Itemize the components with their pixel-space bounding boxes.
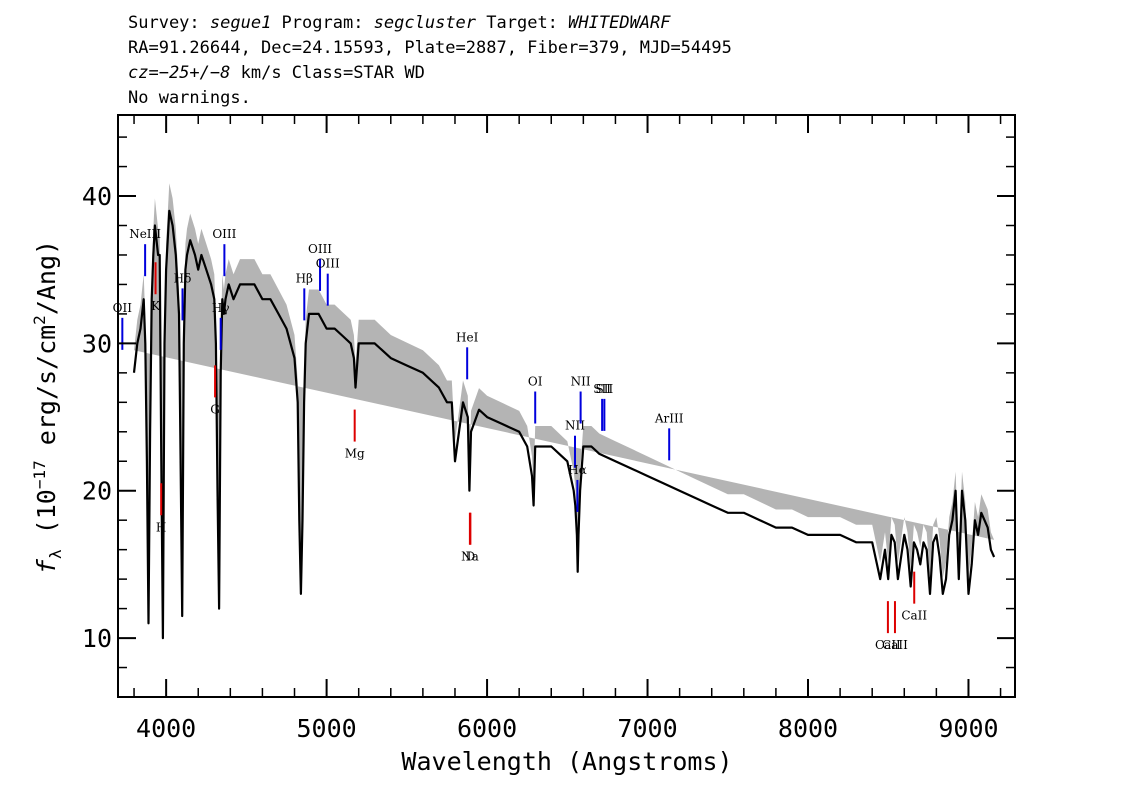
emission-line-label: Hβ (296, 271, 313, 285)
absorption-line-label: CaII (901, 609, 927, 623)
emission-line-label: SII (593, 382, 611, 396)
emission-line-label: NeIII (129, 227, 161, 241)
emission-line-label: OIII (308, 242, 332, 256)
emission-line-label: ArIII (654, 411, 684, 425)
absorption-line-label: Na (461, 550, 479, 564)
absorption-line-label: CaII (875, 638, 901, 652)
absorption-line-label: CaII (882, 638, 908, 652)
spectrum-header-line-4: No warnings. (128, 88, 251, 108)
y-axis-label-mid: erg/s/cm (32, 325, 61, 460)
emission-line-label: HeI (456, 330, 479, 344)
y-axis-label: fλ (10−17 erg/s/cm2/Ang) (30, 240, 65, 574)
cz-value: =−25+/−8 (148, 63, 231, 83)
emission-line-label: SII (596, 382, 614, 396)
absorption-line-label: Mg (345, 447, 365, 461)
line-marker-layer: OIINeIIIHδHγOIIIHβOIIIOIIIHeIOINIIHαNIIS… (113, 227, 928, 652)
emission-line-label: OIII (316, 257, 340, 271)
emission-line-label: Hα (568, 463, 587, 477)
spectrum-header-line-3: cz=−25+/−8 km/s Class=STAR WD (128, 63, 425, 83)
program-label: Program: (271, 13, 374, 33)
x-axis-label: Wavelength (Angstroms) (401, 747, 732, 776)
y-axis-label-f: f (32, 558, 61, 574)
plot-frame (117, 114, 1016, 698)
y-axis-label-suffix: /Ang) (32, 240, 61, 315)
target-label: Target: (476, 13, 569, 33)
flux-error-band (134, 183, 995, 624)
x-tick-label: 9000 (938, 714, 998, 743)
absorption-line-label: D (466, 550, 476, 564)
y-tick-label: 30 (82, 329, 112, 358)
survey-label: Survey: (128, 13, 210, 33)
spectrum-header-line-2: RA=91.26644, Dec=24.15593, Plate=2887, F… (128, 38, 732, 58)
emission-line-label: OIII (212, 227, 236, 241)
flux-series-line (132, 209, 996, 640)
y-axis-label-exp: −17 (30, 460, 49, 489)
spectrum-header-line-1: Survey: segue1 Program: segcluster Targe… (128, 13, 671, 33)
absorption-line-label: H (156, 520, 166, 534)
x-tick-label: 5000 (296, 714, 356, 743)
absorption-line-label: K (151, 299, 161, 313)
y-axis-label-exp2: 2 (30, 315, 49, 325)
flux-layer (132, 209, 996, 640)
emission-line-label: Hγ (212, 301, 230, 315)
axis-ticks-layer: 4000 5000 6000 7000 8000 9000 10 20 30 40 (82, 115, 1015, 743)
emission-line-label: OII (113, 301, 133, 315)
error-band-layer (134, 183, 995, 624)
y-tick-label: 20 (82, 477, 112, 506)
emission-line-label: NII (571, 375, 591, 389)
cz-rest: km/s Class=STAR WD (230, 63, 425, 83)
y-axis-label-prefix: (10 (32, 489, 61, 549)
survey-value: segue1 (209, 13, 272, 33)
emission-line-label: Hδ (174, 271, 192, 285)
x-tick-label: 4000 (136, 714, 196, 743)
emission-line-label: NII (565, 419, 585, 433)
absorption-line-label: G (210, 402, 220, 416)
y-tick-label: 10 (82, 624, 112, 653)
y-tick-label: 40 (82, 182, 112, 211)
program-value: segcluster (373, 13, 477, 33)
x-tick-label: 6000 (457, 714, 517, 743)
emission-line-label: OI (528, 375, 543, 389)
x-tick-label: 8000 (778, 714, 838, 743)
x-tick-label: 7000 (617, 714, 677, 743)
y-axis-label-sub: λ (46, 549, 65, 559)
cz-label: cz (128, 63, 149, 83)
target-value: WHITEDWARF (568, 13, 671, 33)
